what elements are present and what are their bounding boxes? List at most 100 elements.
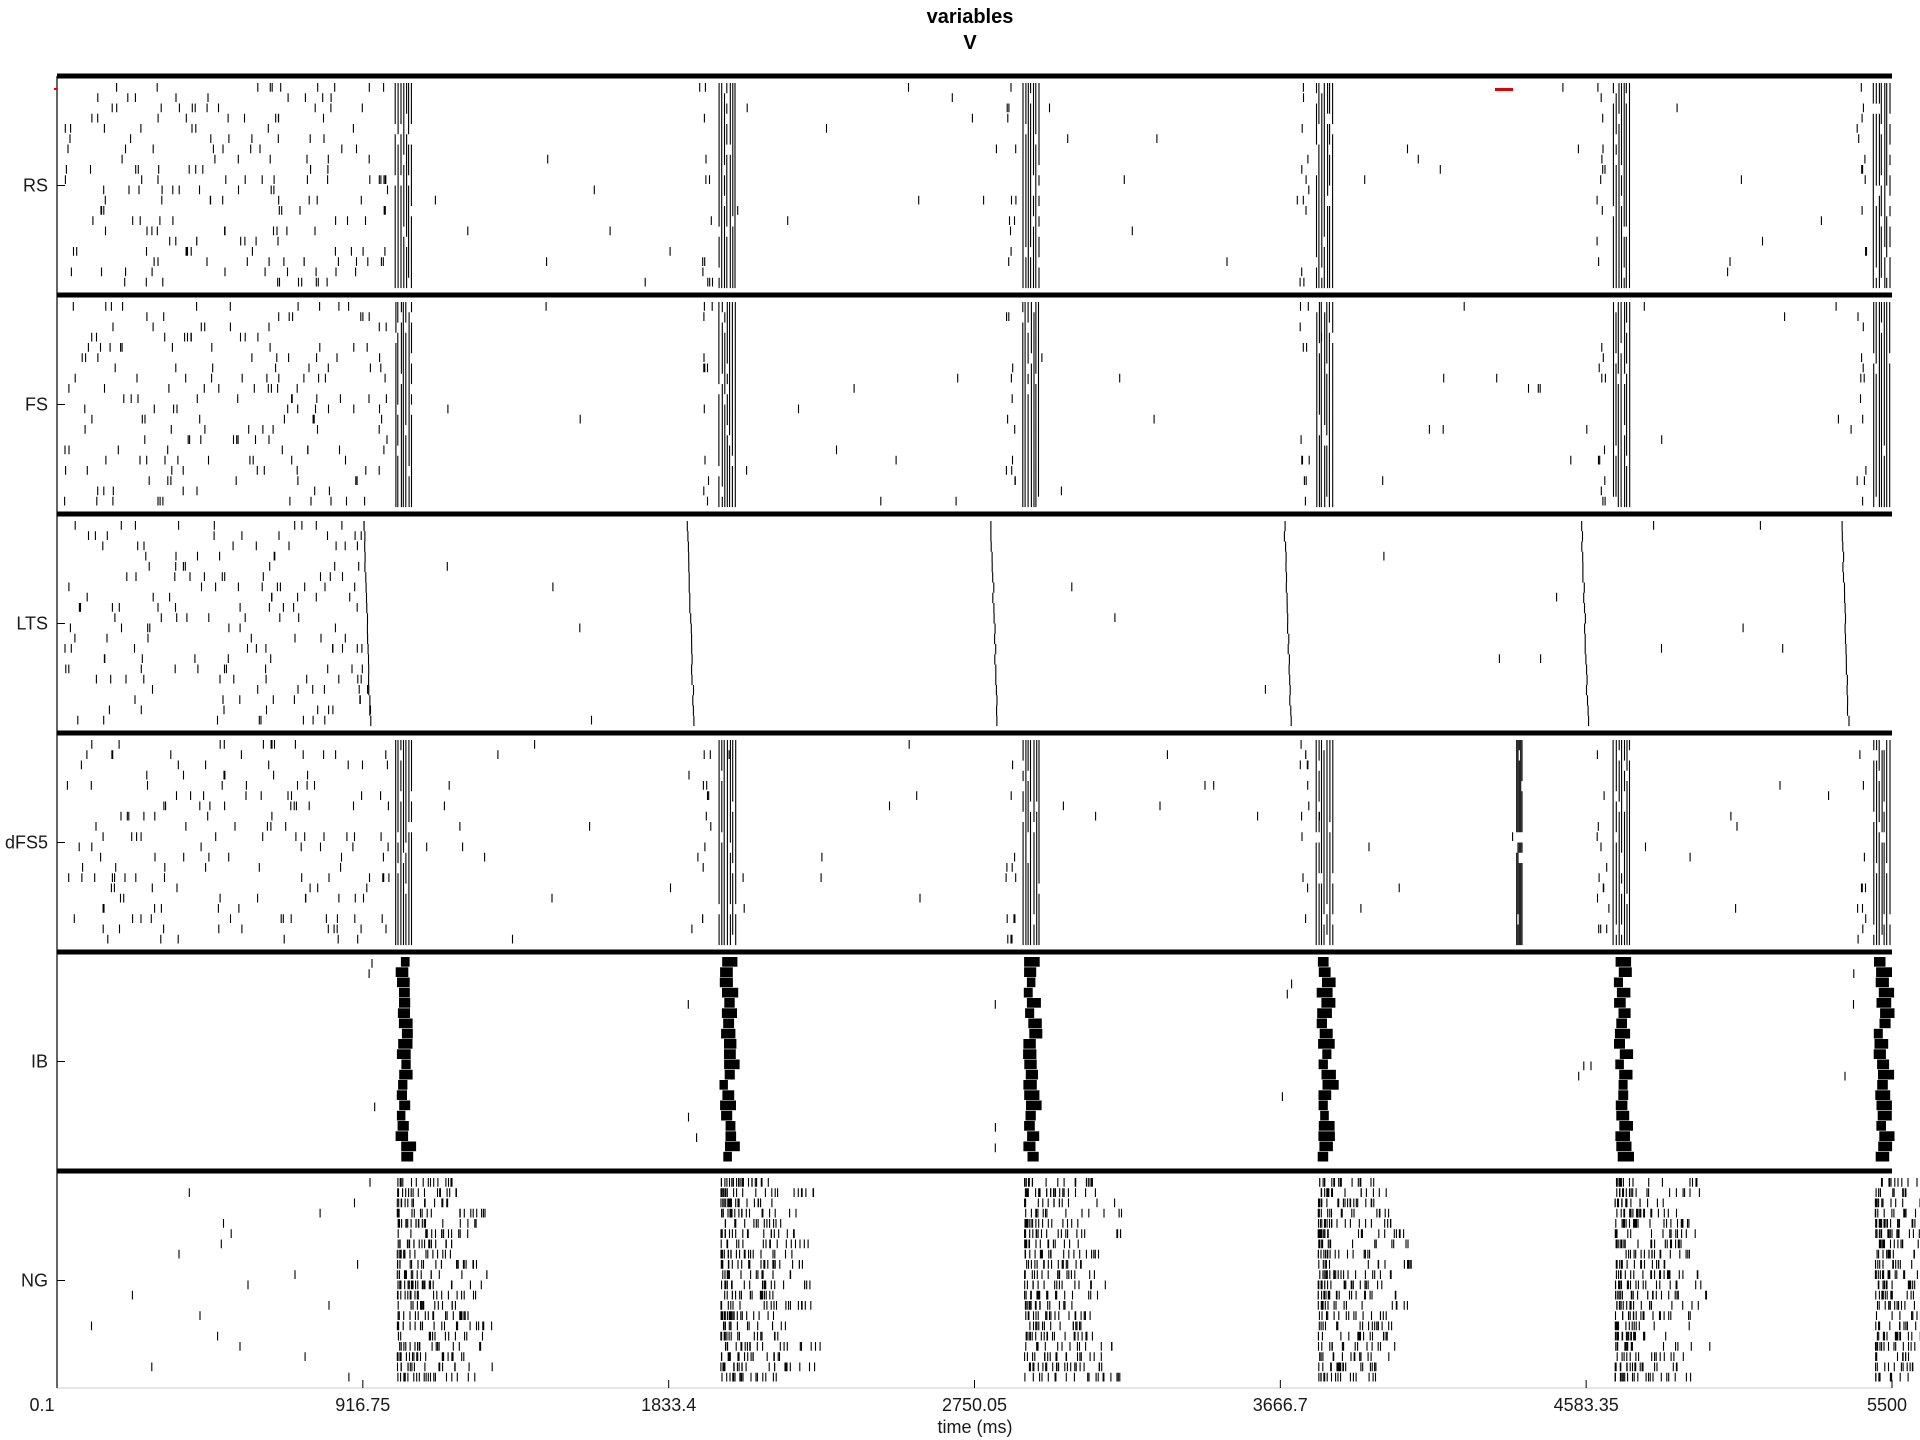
ib-burst-block xyxy=(1322,1049,1332,1059)
ib-burst-block xyxy=(721,1110,733,1121)
ib-burst-block xyxy=(722,987,739,998)
ib-burst-block xyxy=(1875,977,1889,988)
ib-burst-block xyxy=(1024,967,1037,977)
ib-burst-block xyxy=(401,1141,417,1152)
x-tick-label: 5500 xyxy=(1867,1395,1907,1415)
ib-burst-block xyxy=(1876,998,1892,1008)
ib-burst-block xyxy=(401,1059,411,1070)
ib-burst-block xyxy=(723,1151,732,1162)
ib-burst-block xyxy=(399,987,410,998)
ib-burst-block xyxy=(1618,1090,1629,1100)
ib-burst-block xyxy=(1874,957,1886,967)
ib-burst-block xyxy=(1023,1080,1037,1090)
ib-burst-block xyxy=(1876,1121,1886,1131)
ib-burst-block xyxy=(1023,1141,1036,1152)
ib-burst-block xyxy=(723,1018,735,1029)
population-label: LTS xyxy=(16,614,48,634)
ib-burst-block xyxy=(396,1049,411,1059)
ib-burst-block xyxy=(1873,1049,1886,1059)
population-label: FS xyxy=(25,395,48,415)
ib-burst-block xyxy=(1878,1069,1895,1080)
ib-burst-block xyxy=(725,1121,736,1131)
ib-burst-block xyxy=(1318,1131,1335,1141)
ib-burst-block xyxy=(1877,1080,1888,1090)
ib-burst-block xyxy=(1318,1121,1335,1131)
ib-burst-block xyxy=(1317,957,1329,967)
ib-burst-block xyxy=(1318,1039,1335,1049)
ib-burst-block xyxy=(1318,1059,1328,1070)
ib-burst-block xyxy=(720,1100,736,1111)
population-label: NG xyxy=(21,1271,48,1291)
ib-burst-block xyxy=(1619,1121,1633,1131)
chart-subtitle: V xyxy=(963,32,977,54)
spike-raster xyxy=(64,521,1850,727)
ib-burst-block xyxy=(722,1090,735,1100)
ib-burst-block xyxy=(1879,1018,1891,1029)
panel-dfs5: dFS5 xyxy=(5,730,1892,946)
x-tick-label: 916.75 xyxy=(335,1395,390,1415)
population-label: RS xyxy=(23,176,48,196)
panel-fs: FS xyxy=(25,292,1892,508)
ib-burst-block xyxy=(1318,967,1331,977)
ib-burst-block xyxy=(1876,1100,1892,1111)
ib-burst-block xyxy=(1616,1141,1632,1152)
ib-burst-block xyxy=(1316,1018,1327,1029)
x-tick-label: 2750.05 xyxy=(942,1395,1007,1415)
ib-burst-block xyxy=(1026,1100,1042,1111)
ib-burst-block xyxy=(398,1018,413,1029)
ib-burst-block xyxy=(1619,1069,1633,1080)
ib-burst-block xyxy=(721,1028,736,1039)
population-panels: RS FS LTS dFS5 IB NG xyxy=(5,73,1920,1382)
ib-burst-block xyxy=(1026,998,1041,1008)
ib-burst-block xyxy=(401,1028,413,1039)
red-marker xyxy=(1495,88,1513,91)
ib-burst-block xyxy=(724,1069,735,1080)
ib-burst-block xyxy=(1613,977,1623,988)
ib-burst-block xyxy=(1321,1069,1336,1080)
ib-burst-block xyxy=(1615,1100,1628,1111)
ib-burst-block xyxy=(1317,1008,1332,1018)
ib-burst-block xyxy=(719,1080,728,1090)
ib-burst-block xyxy=(399,998,411,1008)
ib-burst-block xyxy=(398,1039,413,1049)
ib-burst-block xyxy=(1026,977,1036,988)
ib-burst-block xyxy=(1024,1059,1037,1070)
spike-raster xyxy=(90,1178,1920,1382)
ib-burst-block xyxy=(1617,1151,1634,1162)
ib-burst-block xyxy=(1027,1131,1040,1141)
ib-burst-block xyxy=(1322,977,1336,988)
ib-burst-block xyxy=(1320,1110,1329,1121)
ib-burst-block xyxy=(1875,1151,1890,1162)
ib-burst-block xyxy=(401,1151,414,1162)
ib-burst-block xyxy=(1319,1028,1333,1039)
ib-burst-block xyxy=(1024,957,1040,967)
ib-burst-block xyxy=(397,1121,409,1131)
ib-burst-block xyxy=(400,957,410,967)
x-tick-label: 3666.7 xyxy=(1253,1395,1308,1415)
ib-burst-block xyxy=(1874,1039,1889,1049)
ib-burst-block xyxy=(1878,987,1895,998)
ib-burst-block xyxy=(1875,1090,1891,1100)
ib-burst-block xyxy=(1322,1080,1339,1090)
x-tick-label: 0.1 xyxy=(29,1395,54,1415)
ib-burst-block xyxy=(1615,1131,1630,1141)
ib-burst-block xyxy=(722,957,738,967)
ib-burst-block xyxy=(1878,1141,1893,1152)
ib-burst-block xyxy=(1025,1069,1038,1080)
ib-burst-block xyxy=(1025,1110,1036,1121)
ib-burst-block xyxy=(724,1039,737,1049)
ib-burst-block xyxy=(1618,1008,1631,1018)
ib-burst-block xyxy=(1316,987,1333,998)
ib-burst-block xyxy=(1318,1090,1332,1100)
ib-burst-block xyxy=(399,1100,411,1111)
ib-burst-block xyxy=(1616,1110,1630,1121)
ib-burst-block xyxy=(1317,1151,1329,1162)
ib-burst-block xyxy=(398,1080,408,1090)
ib-burst-block xyxy=(1877,1110,1892,1121)
ib-burst-block xyxy=(1619,1049,1634,1059)
panel-ng: NG xyxy=(21,1168,1920,1382)
ib-burst-block xyxy=(395,967,409,977)
ib-burst-block xyxy=(1880,1008,1895,1018)
ib-burst-block xyxy=(721,1008,737,1018)
